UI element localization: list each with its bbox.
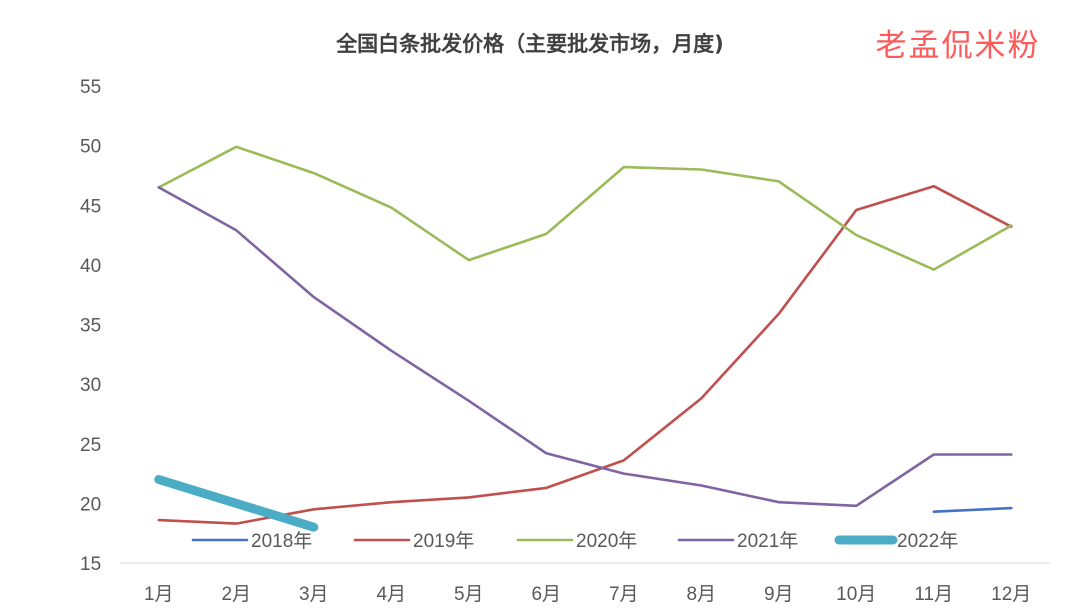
- x-tick-label: 1月: [144, 584, 174, 605]
- y-tick-label: 20: [80, 494, 101, 515]
- watermark-text: 老孟侃米粉: [876, 28, 1041, 64]
- series-line-2018年: [932, 506, 1013, 513]
- x-tick-label: 7月: [609, 584, 639, 605]
- x-tick-label: 5月: [454, 584, 484, 605]
- x-axis: 1月 2月 3月 4月 5月 6月 7月 8月 9月 10月 11月 12月: [120, 562, 1050, 605]
- legend-label: 2018年: [251, 530, 312, 552]
- y-tick-label: 15: [80, 554, 101, 575]
- y-tick-label: 45: [80, 196, 101, 217]
- x-tick-label: 4月: [376, 584, 406, 605]
- x-tick-label: 3月: [299, 584, 329, 605]
- x-tick-label: 8月: [686, 584, 716, 605]
- legend-label: 2022年: [897, 530, 958, 552]
- x-tick-label: 6月: [531, 584, 561, 605]
- y-tick-label: 25: [80, 435, 101, 456]
- y-tick-label: 50: [80, 137, 101, 158]
- legend-label: 2020年: [576, 530, 637, 552]
- y-tick-label: 55: [80, 77, 101, 98]
- series-lines: [154, 145, 1013, 532]
- series-line-2020年: [157, 145, 1013, 271]
- x-tick-label: 12月: [991, 584, 1031, 605]
- series-line-2019年: [157, 184, 1013, 525]
- x-tick-label: 11月: [914, 584, 953, 605]
- chart-title: 全国白条批发价格（主要批发市场，月度): [335, 32, 724, 56]
- x-tick-label: 9月: [764, 584, 794, 605]
- legend: 2018年 2019年 2020年 2021年 2022年: [191, 530, 958, 552]
- legend-label: 2021年: [737, 530, 798, 552]
- y-tick-label: 35: [80, 316, 101, 337]
- series-line-2022年: [154, 475, 319, 532]
- x-tick-label: 2月: [221, 584, 251, 605]
- legend-label: 2019年: [413, 530, 474, 552]
- series-line-2021年: [157, 186, 1013, 508]
- y-tick-label: 40: [80, 256, 101, 277]
- x-tick-label: 10月: [836, 584, 876, 605]
- y-tick-label: 30: [80, 375, 101, 396]
- y-axis: 15 20 25 30 35 40 45 50 55: [80, 77, 101, 575]
